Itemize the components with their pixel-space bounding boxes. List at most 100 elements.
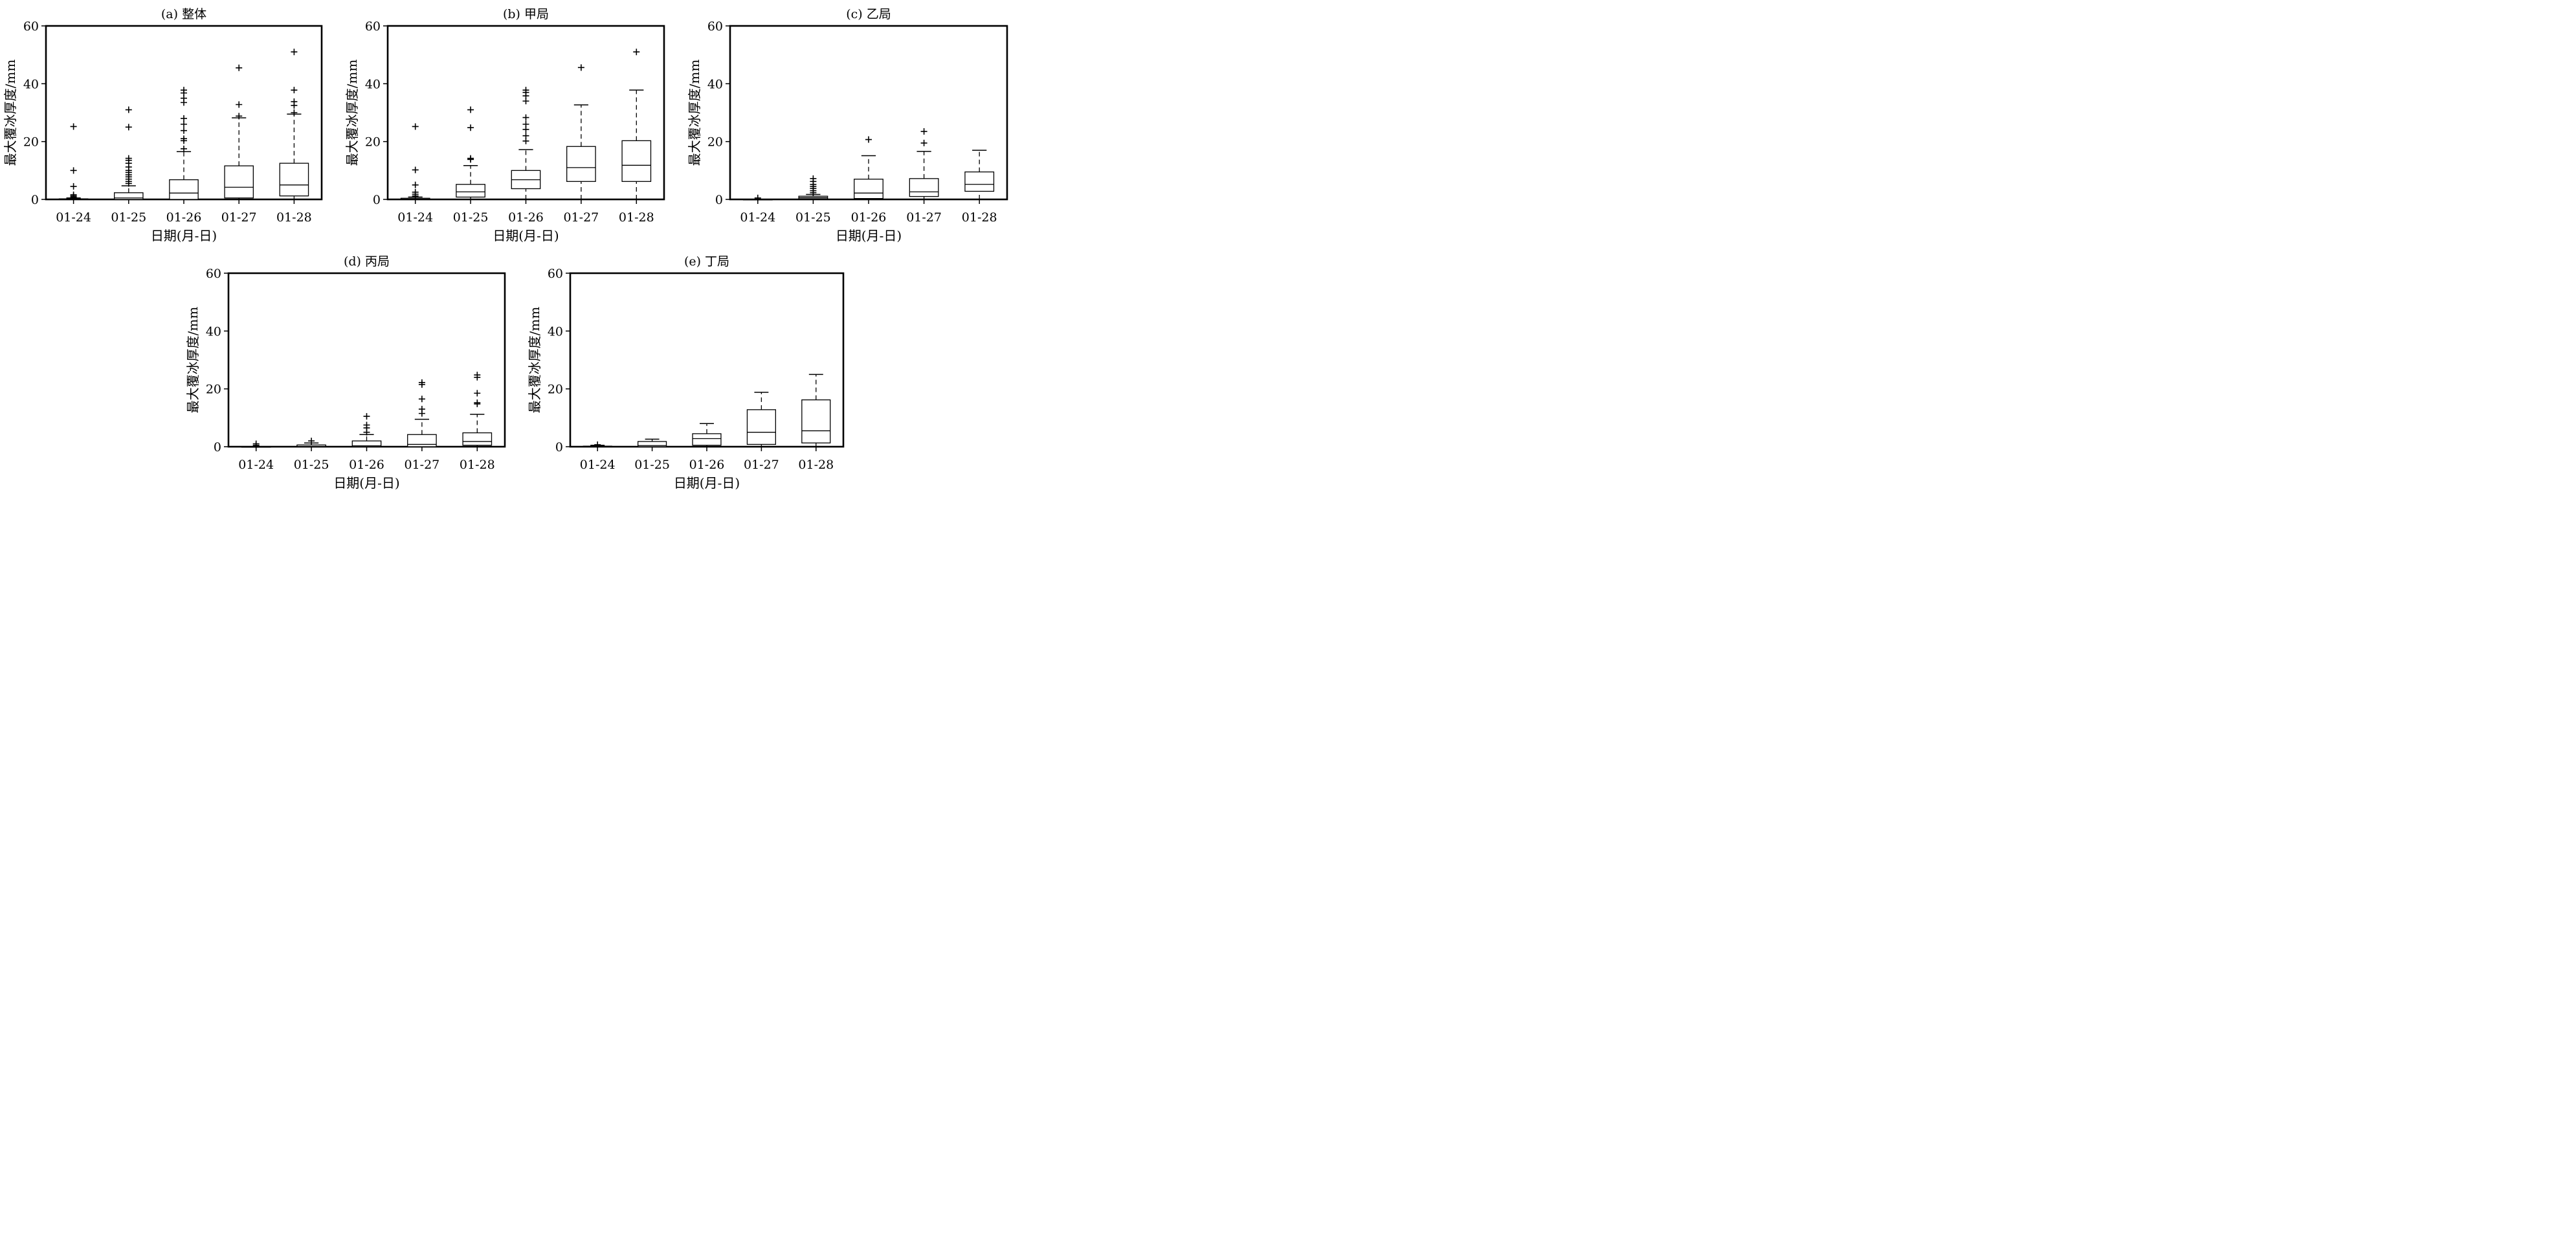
outlier-marker	[865, 136, 872, 143]
box-01-24	[583, 441, 612, 448]
outlier-marker	[236, 64, 243, 71]
iqr-box	[279, 162, 309, 197]
box-01-28	[964, 150, 995, 199]
chart-panel-b: (b) 甲局 0 20 40 60 01-24 01-25 01-26 01-27 01-28 日期…	[344, 7, 665, 243]
box-01-27	[746, 392, 776, 447]
y-axis-label: 最大覆冰厚度/mm	[344, 60, 360, 166]
figure: (a) 整体 0 20 40 60 01-24 01-25 01-26 01-27 01-28 日期…	[3, 7, 1008, 491]
outlier-marker	[412, 166, 419, 174]
box-01-25	[798, 175, 828, 199]
x-tick-label: 01-26	[689, 458, 725, 472]
y-tick-label: 0	[31, 193, 39, 207]
box-01-28	[621, 49, 652, 199]
x-tick-label: 01-28	[460, 458, 495, 472]
y-tick-label: 0	[214, 440, 221, 454]
outlier-marker	[363, 413, 370, 420]
outlier-marker	[418, 379, 425, 386]
iqr-box	[351, 440, 382, 447]
outlier-marker	[70, 167, 77, 174]
x-tick-label: 01-25	[111, 210, 146, 225]
outlier-marker	[594, 441, 601, 448]
x-tick-label: 01-26	[349, 458, 384, 472]
outlier-marker	[70, 191, 77, 198]
outlier-marker	[363, 421, 370, 429]
y-tick-label: 60	[23, 19, 39, 34]
chart-panel-a: (a) 整体 0 20 40 60 01-24 01-25 01-26 01-27 01-28 日期…	[3, 7, 323, 243]
chart-panel-d: (d) 丙局 0 20 40 60 01-24 01-25 01-26 01-27 01-28 日期…	[185, 254, 506, 491]
x-axis-label: 日期(月-日)	[151, 228, 217, 243]
x-tick-label: 01-24	[397, 210, 433, 225]
chart-title: (a) 整体	[161, 7, 206, 21]
y-tick-label: 40	[707, 77, 723, 91]
iqr-box	[909, 178, 939, 197]
x-tick-label: 01-24	[238, 458, 274, 472]
x-tick-label: 01-27	[221, 210, 257, 225]
y-tick-label: 20	[206, 383, 221, 397]
x-axis-label: 日期(月-日)	[333, 475, 399, 491]
box-01-27	[566, 64, 596, 199]
box-01-27	[407, 379, 437, 447]
outlier-marker	[754, 194, 761, 201]
outlier-marker	[125, 155, 132, 162]
box-01-26	[511, 87, 541, 199]
x-tick-label: 01-27	[744, 458, 779, 472]
outlier-marker	[181, 135, 187, 142]
iqr-box	[692, 433, 722, 446]
box-01-27	[909, 128, 939, 199]
x-tick-label: 01-28	[276, 210, 312, 225]
outlier-marker	[412, 188, 419, 196]
iqr-box	[462, 432, 493, 446]
outlier-marker	[920, 128, 927, 135]
outlier-marker	[474, 390, 481, 397]
outlier-marker	[291, 109, 298, 116]
iqr-box	[621, 140, 652, 182]
box-01-27	[224, 64, 254, 199]
x-tick-label: 01-28	[798, 458, 834, 472]
y-tick-label: 20	[707, 135, 723, 150]
outlier-marker	[291, 87, 298, 94]
outlier-marker	[474, 372, 481, 379]
box-01-24	[400, 123, 430, 200]
x-tick-label: 01-26	[508, 210, 544, 225]
box-01-26	[854, 136, 883, 199]
y-tick-label: 60	[707, 19, 723, 34]
y-tick-label: 20	[23, 135, 39, 150]
y-tick-label: 20	[365, 135, 381, 150]
plot-frame	[227, 272, 506, 448]
x-tick-label: 01-28	[962, 210, 997, 225]
outlier-marker	[291, 49, 298, 56]
iqr-box	[964, 171, 995, 192]
outlier-marker	[418, 405, 425, 412]
box-01-25	[113, 106, 144, 200]
outlier-marker	[412, 123, 419, 130]
outlier-marker	[125, 106, 132, 113]
box-01-28	[801, 374, 831, 447]
y-axis-label: 最大覆冰厚度/mm	[185, 307, 201, 414]
x-tick-label: 01-27	[906, 210, 942, 225]
iqr-box	[113, 192, 144, 200]
y-axis-label: 最大覆冰厚度/mm	[527, 307, 542, 414]
x-axis-label: 日期(月-日)	[674, 475, 740, 491]
iqr-box	[407, 434, 437, 447]
x-tick-label: 01-27	[405, 458, 440, 472]
y-tick-label: 20	[548, 383, 563, 397]
box-01-25	[638, 438, 667, 447]
outlier-marker	[577, 64, 584, 71]
x-tick-label: 01-26	[166, 210, 202, 225]
box-01-26	[692, 423, 722, 447]
y-tick-label: 0	[555, 440, 563, 454]
y-tick-label: 0	[715, 193, 723, 207]
iqr-box	[456, 184, 485, 198]
iqr-box	[854, 179, 883, 199]
iqr-box	[801, 399, 831, 443]
outlier-marker	[522, 120, 529, 128]
x-axis-label: 日期(月-日)	[493, 228, 559, 243]
chart-title: (e) 丁局	[684, 254, 729, 269]
outlier-marker	[70, 123, 77, 130]
y-axis-label: 最大覆冰厚度/mm	[687, 60, 702, 166]
iqr-box	[746, 409, 776, 445]
y-tick-label: 40	[365, 77, 381, 91]
box-01-28	[279, 49, 309, 199]
outlier-marker	[181, 127, 187, 134]
y-tick-label: 40	[23, 77, 39, 91]
